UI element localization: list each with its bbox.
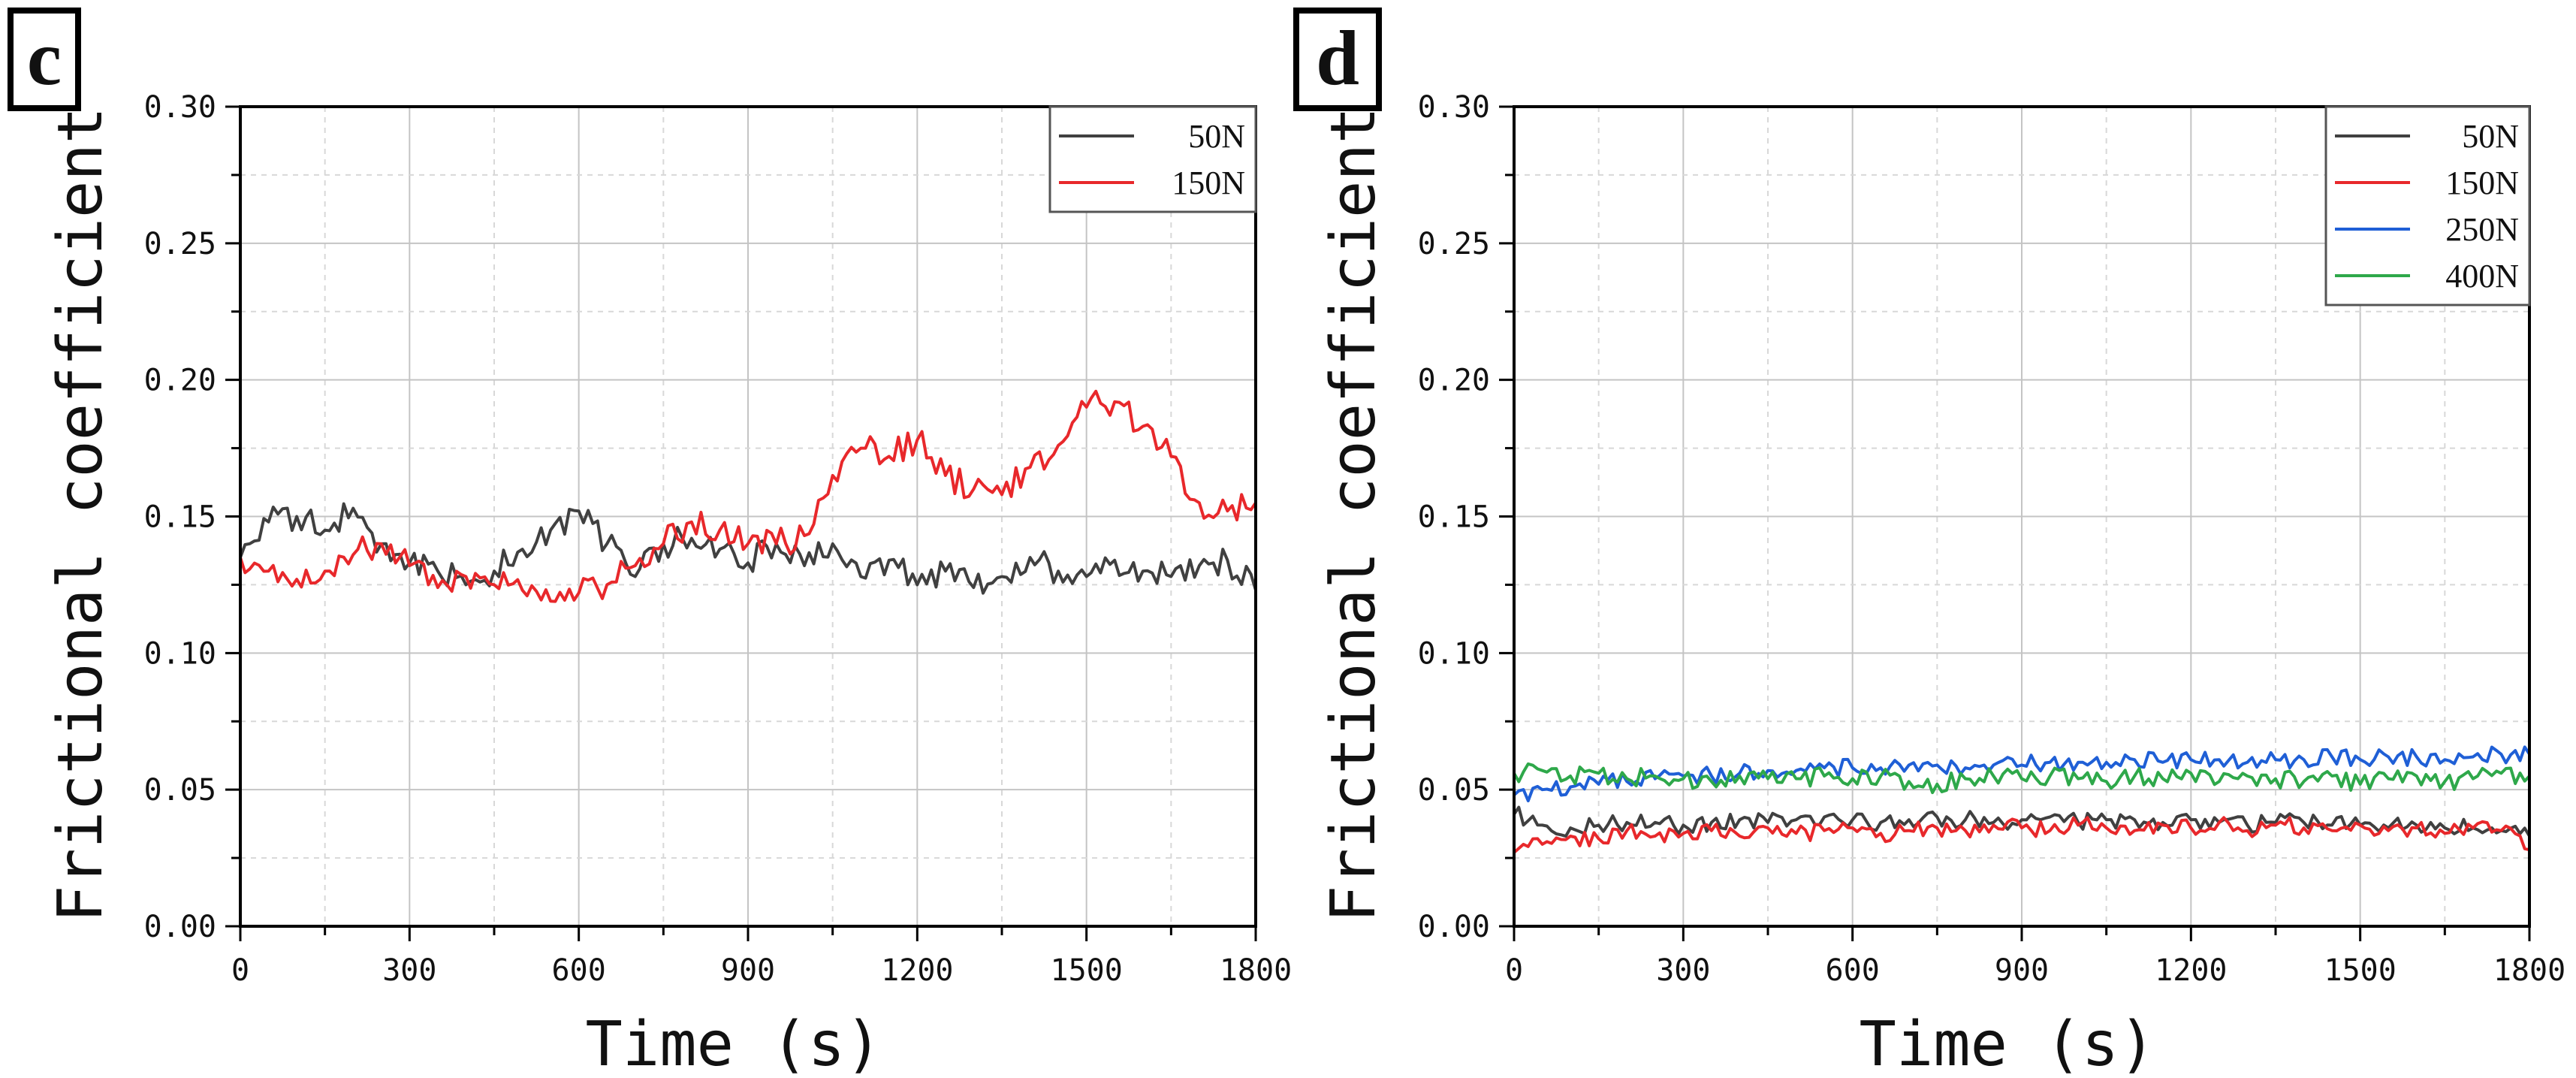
x-tick-label: 1200 (881, 953, 953, 988)
x-axis-title: Time (s) (586, 1009, 882, 1078)
panel-letter-box (8, 8, 81, 111)
legend-box (1048, 105, 1257, 213)
series-lines (239, 389, 1257, 603)
legend-label: 150N (1172, 165, 1245, 201)
y-tick-label: 0.20 (1418, 364, 1490, 398)
series-line-150N (239, 389, 1257, 603)
x-tick-label: 1800 (2493, 953, 2565, 988)
panel-letter: c (27, 15, 62, 101)
y-tick-label: 0.10 (1418, 636, 1490, 671)
y-tick-label: 0.20 (144, 364, 216, 398)
y-tick-label: 0.15 (144, 500, 216, 535)
x-tick-label: 1500 (2324, 953, 2397, 988)
x-tick-label: 900 (721, 953, 775, 988)
legend: 50N 150N 250N 400N (2324, 105, 2531, 306)
y-tick-label: 0.05 (144, 773, 216, 808)
axis-ticks: 0 300 600 900 1200 1500 1800 0.00 0.05 0.10 0.15 0.… (1418, 90, 2565, 988)
y-tick-label: 0.00 (1418, 910, 1490, 944)
y-axis-title: Frictional coefficient (1318, 107, 1389, 922)
axis-ticks: 0 300 600 900 1200 1500 1800 0.00 0.05 0.10 0.15 0.… (144, 90, 1292, 988)
series-line-250N (1513, 745, 2531, 802)
y-axis-title: Frictional coefficient (45, 107, 116, 922)
x-tick-label: 600 (552, 953, 606, 988)
x-tick-label: 1500 (1051, 953, 1123, 988)
x-tick-label: 600 (1826, 953, 1880, 988)
panel-letter-box (1293, 8, 1382, 111)
grid-lines (1514, 107, 2529, 926)
grid-lines (240, 107, 1256, 926)
x-tick-label: 1800 (1220, 953, 1292, 988)
y-tick-label: 0.25 (1418, 227, 1490, 261)
y-tick-label: 0.10 (144, 636, 216, 671)
legend-label: 400N (2445, 258, 2519, 294)
series-line-400N (1513, 762, 2531, 795)
legend: 50N 150N (1048, 105, 1257, 213)
y-tick-label: 0.30 (1418, 90, 1490, 125)
x-axis-title: Time (s) (1860, 1009, 2156, 1078)
legend-label: 50N (1188, 118, 1245, 155)
legend-label: 50N (2462, 118, 2519, 155)
series-line-150N (1513, 816, 2530, 854)
y-tick-label: 0.25 (144, 227, 216, 261)
x-tick-label: 300 (382, 953, 436, 988)
panel-d: d 0 300 600 900 1200 1500 1800 0.00 0.05 0.10 0.15… (1293, 8, 2565, 1078)
x-tick-label: 300 (1656, 953, 1710, 988)
x-tick-label: 0 (1505, 953, 1523, 988)
y-tick-label: 0.15 (1418, 500, 1490, 535)
y-tick-label: 0.05 (1418, 773, 1490, 808)
panel-c: c 0 300 600 900 1200 1500 1800 0.00 0.05 0.10 0.15… (8, 8, 1292, 1078)
legend-label: 150N (2445, 165, 2519, 201)
series-lines (1513, 745, 2531, 854)
panel-letter: d (1316, 15, 1359, 101)
x-tick-label: 0 (231, 953, 249, 988)
legend-box (2324, 105, 2531, 306)
y-tick-label: 0.00 (144, 910, 216, 944)
x-tick-label: 1200 (2155, 953, 2227, 988)
legend-label: 250N (2445, 211, 2519, 248)
y-tick-label: 0.30 (144, 90, 216, 125)
x-tick-label: 900 (1995, 953, 2049, 988)
